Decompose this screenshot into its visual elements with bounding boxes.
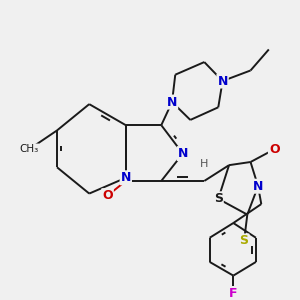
Text: CH₃: CH₃ [20,144,39,154]
Text: F: F [229,287,238,300]
Text: H: H [200,159,208,169]
Text: O: O [269,143,280,156]
Text: N: N [121,171,131,184]
Text: S: S [214,192,223,205]
Text: N: N [253,180,263,193]
Text: N: N [218,74,228,88]
Text: N: N [167,95,177,109]
Text: N: N [178,147,188,160]
Text: O: O [102,189,113,202]
Text: S: S [240,234,249,248]
